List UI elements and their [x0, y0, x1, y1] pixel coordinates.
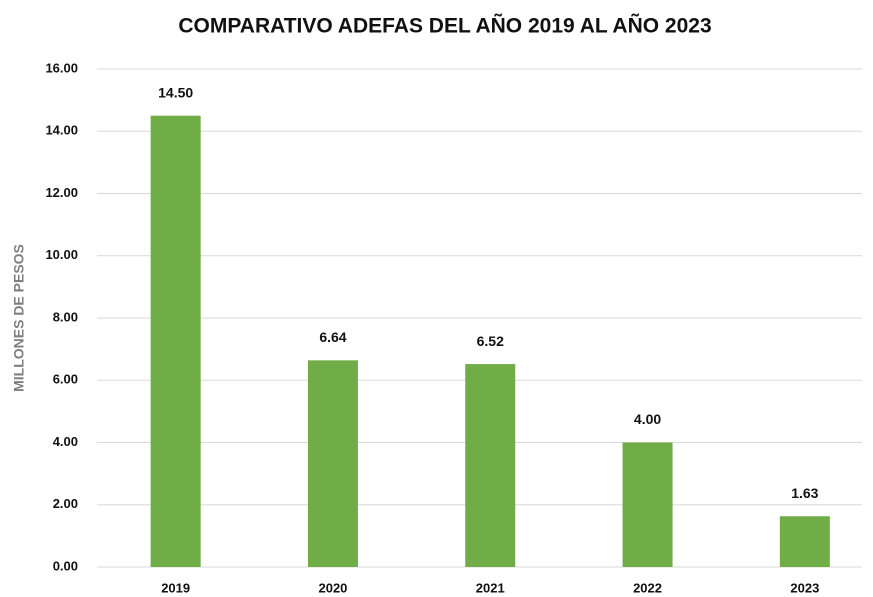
x-tick-label: 2021: [476, 580, 505, 595]
bar: [779, 516, 830, 567]
y-tick-label: 16.00: [45, 60, 78, 75]
bar: [622, 442, 673, 567]
y-tick-label: 10.00: [45, 247, 78, 262]
value-label: 6.52: [477, 333, 504, 349]
x-tick-label: 2020: [318, 580, 347, 595]
chart-title: COMPARATIVO ADEFAS DEL AÑO 2019 AL AÑO 2…: [178, 15, 711, 38]
x-tick-label: 2023: [790, 580, 819, 595]
y-tick-label: 6.00: [53, 372, 78, 387]
x-tick-label: 2019: [161, 580, 190, 595]
value-label: 4.00: [634, 411, 661, 427]
y-tick-label: 2.00: [53, 496, 78, 511]
value-label: 14.50: [158, 84, 193, 100]
y-tick-label: 14.00: [45, 123, 78, 138]
value-label: 1.63: [791, 485, 818, 501]
x-tick-label: 2022: [633, 580, 662, 595]
y-axis-label: MILLONES DE PESOS: [11, 244, 27, 392]
y-tick-label: 0.00: [53, 558, 78, 573]
y-tick-label: 4.00: [53, 434, 78, 449]
value-label: 6.64: [319, 329, 346, 345]
y-tick-label: 8.00: [53, 309, 78, 324]
y-tick-label: 12.00: [45, 185, 78, 200]
bar: [150, 115, 201, 567]
bar: [465, 364, 516, 567]
bar: [307, 360, 358, 567]
